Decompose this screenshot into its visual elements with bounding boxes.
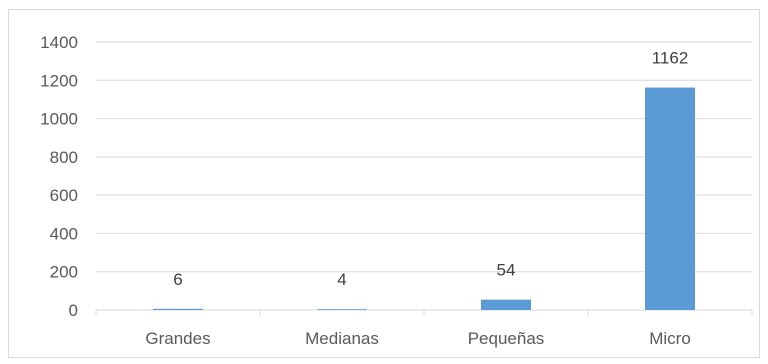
y-tick-label: 0 xyxy=(69,301,78,320)
chart-frame xyxy=(8,9,760,358)
y-tick-label: 1200 xyxy=(40,71,78,90)
bar-medianas xyxy=(317,309,367,310)
y-tick-label: 800 xyxy=(50,148,78,167)
data-label: 4 xyxy=(337,270,346,289)
x-category-label: Medianas xyxy=(305,329,379,348)
x-category-label: Pequeñas xyxy=(468,329,545,348)
bar-grandes xyxy=(153,308,203,310)
y-tick-label: 400 xyxy=(50,224,78,243)
data-label: 6 xyxy=(173,270,182,289)
bar-pequeñas xyxy=(481,299,531,310)
bar-micro xyxy=(645,87,695,310)
data-label: 1162 xyxy=(652,49,689,68)
y-tick-label: 1000 xyxy=(40,110,78,129)
data-label: 54 xyxy=(497,261,516,280)
x-category-label: Grandes xyxy=(145,329,210,348)
y-tick-label: 1400 xyxy=(40,33,78,52)
y-tick-label: 600 xyxy=(50,186,78,205)
y-tick-label: 200 xyxy=(50,263,78,282)
x-category-label: Micro xyxy=(649,329,691,348)
